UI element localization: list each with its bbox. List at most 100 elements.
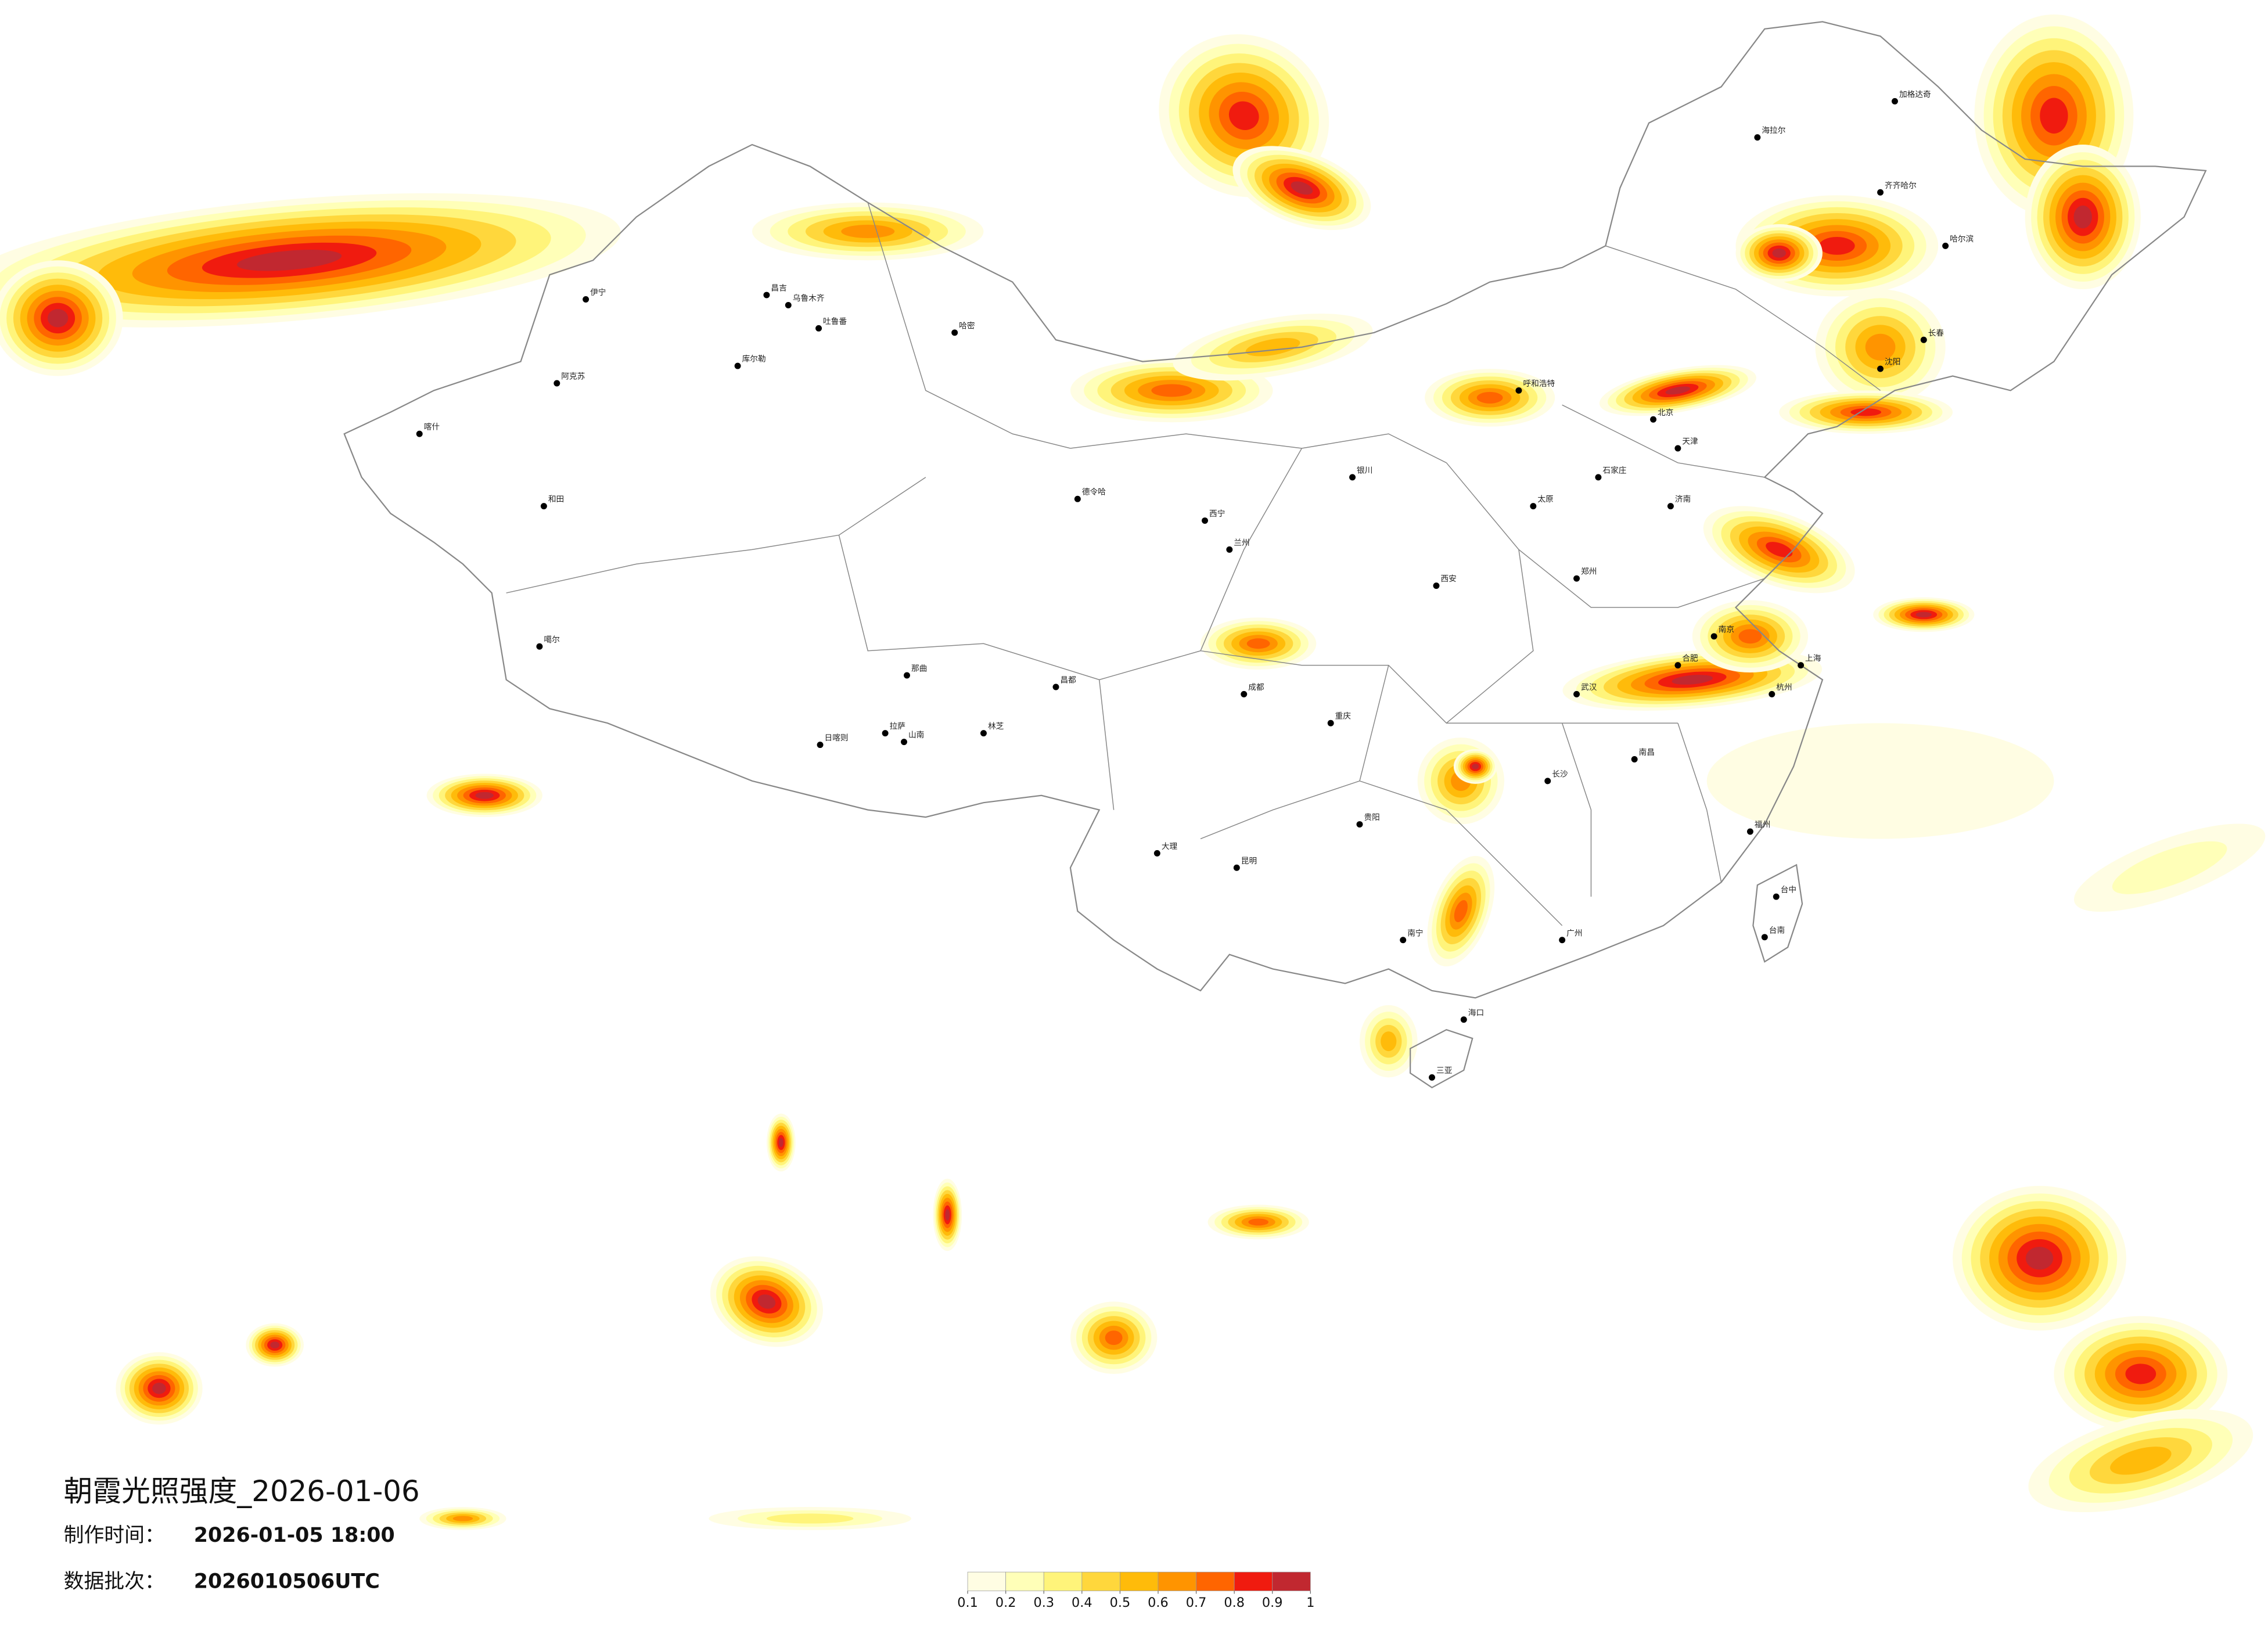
city-label: 重庆 [1335, 712, 1352, 721]
city-label: 兰州 [1234, 538, 1249, 548]
colorbar-tick-label: 0.4 [1072, 1595, 1092, 1610]
heat-area [945, 1209, 950, 1221]
city-dot [1674, 445, 1681, 452]
city-dot [1153, 850, 1160, 857]
city-dot [1773, 893, 1780, 900]
colorbar-tick-label: 0.2 [995, 1595, 1016, 1610]
city-label: 武汉 [1581, 683, 1597, 692]
colorbar-swatch [967, 1571, 1007, 1591]
heat-area [1105, 1330, 1123, 1346]
heat-area [1248, 1218, 1269, 1226]
city-label: 呼和浩特 [1523, 379, 1555, 388]
city-dot [540, 503, 547, 510]
city-dot [1667, 503, 1674, 510]
city-dot [1761, 934, 1768, 941]
colorbar-tick-label: 1 [1306, 1595, 1314, 1610]
city-label: 齐齐哈尔 [1885, 181, 1917, 190]
city-dot [1631, 756, 1638, 762]
city-label: 吐鲁番 [823, 317, 847, 326]
city-dot [1544, 778, 1551, 785]
colorbar-swatch [1234, 1571, 1273, 1591]
heat-area [766, 1513, 854, 1524]
heat-area [1665, 386, 1691, 395]
heat-area [757, 1294, 776, 1309]
city-label: 广州 [1566, 929, 1582, 938]
city-dot [734, 362, 741, 369]
city-dot [416, 430, 423, 437]
city-label: 台中 [1781, 886, 1796, 895]
city-label: 长春 [1928, 329, 1944, 338]
province-lines [506, 202, 1881, 926]
city-dot [1400, 937, 1407, 944]
colorbar-swatch [1043, 1571, 1083, 1591]
city-dot [1327, 720, 1334, 726]
city-label: 合肥 [1682, 654, 1698, 663]
heat-area [1706, 723, 2054, 839]
city-dot [763, 292, 770, 298]
city-dot [1515, 387, 1522, 394]
taiwan [1752, 864, 1803, 963]
city-dot [901, 739, 907, 746]
batch-value: 2026010506UTC [194, 1570, 380, 1593]
heat-area [1772, 248, 1787, 258]
city-label: 海口 [1468, 1008, 1484, 1017]
city-dot [583, 296, 590, 303]
city-label: 西安 [1440, 574, 1456, 584]
city-dot [1798, 662, 1805, 669]
city-label: 阿克苏 [561, 372, 585, 381]
city-dot [1356, 821, 1363, 828]
city-label: 杭州 [1776, 683, 1792, 692]
city-dot [1674, 662, 1681, 669]
city-label: 石家庄 [1602, 465, 1626, 475]
batch-label: 数据批次： [64, 1570, 165, 1593]
heat-area [841, 224, 895, 238]
city-label: 成都 [1248, 683, 1264, 692]
city-label: 三亚 [1436, 1066, 1453, 1075]
city-dot [980, 730, 987, 737]
hainan [1410, 1028, 1473, 1089]
colorbar-swatch [1081, 1571, 1120, 1591]
city-label: 昆明 [1241, 857, 1257, 866]
city-dot [1460, 1016, 1467, 1023]
colorbar-swatch [1158, 1571, 1196, 1591]
city-dot [815, 325, 822, 332]
heat-area [778, 1138, 783, 1147]
city-label: 伊宁 [590, 287, 606, 297]
heat-area [1472, 764, 1479, 769]
city-dot [1202, 517, 1209, 524]
city-dot [1226, 546, 1233, 553]
city-dot [1074, 495, 1081, 502]
city-label: 大理 [1162, 842, 1178, 851]
city-label: 台南 [1769, 926, 1785, 935]
city-dot [1052, 684, 1059, 690]
city-dot [536, 643, 543, 650]
city-label: 昌吉 [771, 284, 786, 293]
city-dot [1559, 937, 1566, 944]
city-dot [1241, 690, 1248, 697]
borders [343, 21, 2207, 1089]
city-label: 上海 [1805, 654, 1821, 663]
heat-area [2073, 205, 2092, 229]
city-dot [1891, 98, 1898, 105]
heat-area [1476, 391, 1503, 404]
heat-area [1865, 333, 1896, 361]
city-dot [1429, 1074, 1436, 1081]
heat-area [47, 309, 69, 328]
city-label: 济南 [1675, 495, 1691, 504]
heat-area [1246, 638, 1270, 649]
city-dot [1433, 582, 1440, 589]
colorbar-tick-label: 0.7 [1186, 1595, 1207, 1610]
heat-area [1381, 1031, 1397, 1052]
colorbar-swatch [1005, 1571, 1044, 1591]
city-label: 喀什 [424, 423, 440, 432]
city-label: 北京 [1658, 408, 1673, 418]
city-label: 乌鲁木齐 [793, 294, 825, 303]
city-label: 山南 [908, 731, 924, 740]
heat-area [1915, 611, 1932, 618]
city-label: 德令哈 [1082, 488, 1106, 497]
colorbar-tick-label: 0.8 [1224, 1595, 1245, 1610]
heat-area [1819, 236, 1855, 255]
city-label: 库尔勒 [742, 355, 766, 364]
city-dot [1920, 336, 1927, 343]
